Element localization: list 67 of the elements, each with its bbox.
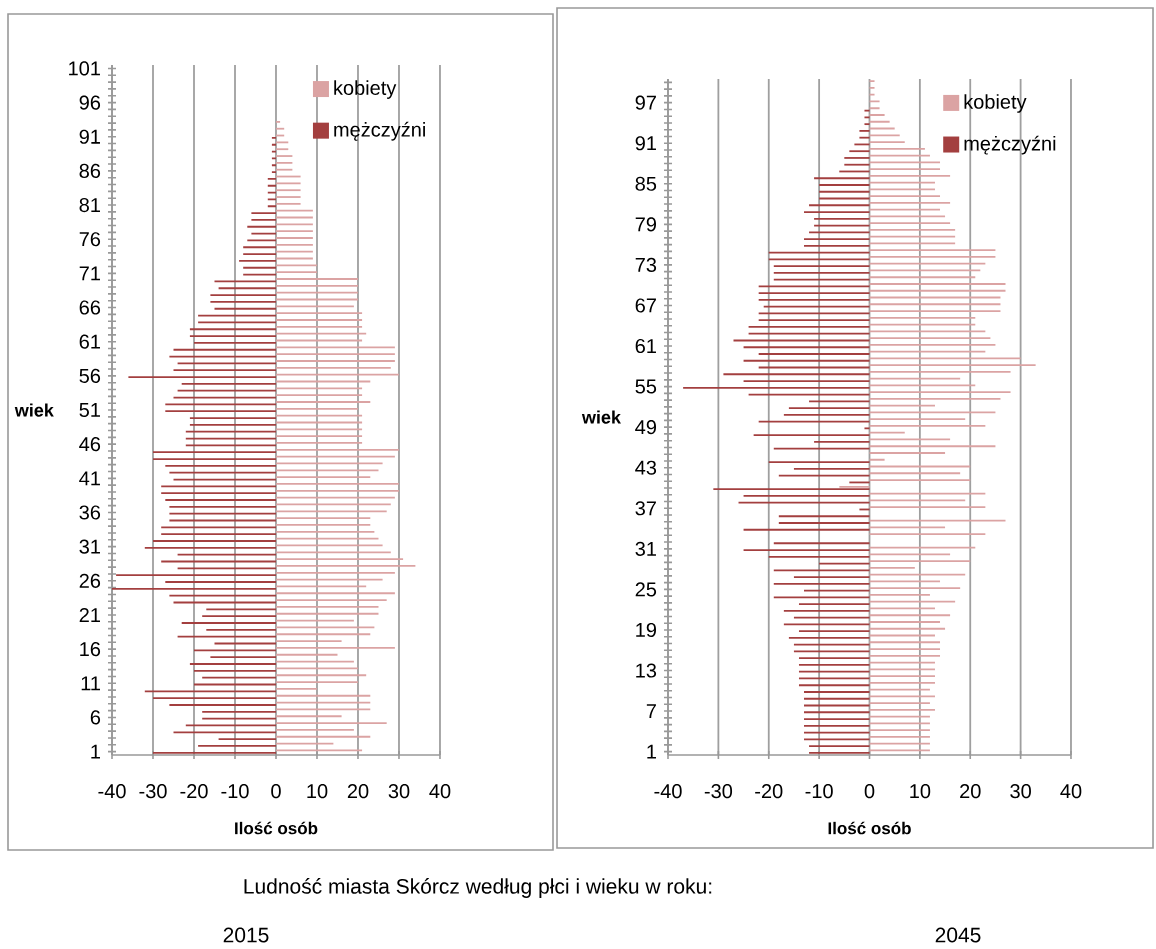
y-tick-label: 49 [635,420,657,435]
x-axis-title: Ilość osób [235,821,318,835]
x-tick-label: -20 [180,784,208,799]
y-tick-label: 55 [635,379,657,394]
y-tick-label: 1 [91,744,100,759]
y-tick-label: 1 [647,744,656,759]
y-tick-label: 85 [635,176,657,191]
x-tick-label: 40 [429,784,451,799]
y-tick-label: 46 [79,437,101,452]
y-tick-label: 41 [79,471,100,486]
y-tick-label: 101 [69,61,100,76]
y-tick-label: 31 [635,541,656,556]
y-tick-label: 7 [646,704,656,718]
y-tick-label: 43 [635,460,657,475]
x-tick-label: 20 [347,784,369,799]
y-tick-label: 25 [635,582,657,597]
y-tick-label: 26 [79,573,101,588]
x-tick-label: 30 [1010,784,1031,799]
y-tick-label: 96 [79,95,101,110]
y-tick-label: 13 [636,663,657,678]
x-tick-label: 20 [960,784,981,799]
x-axis-title: Ilość osób [828,821,911,835]
x-tick-label: 0 [271,784,281,799]
y-tick-label: 31 [79,539,100,554]
y-tick-label: 66 [79,300,101,315]
y-tick-label: 81 [79,197,100,213]
y-tick-label: 79 [635,217,657,232]
text: 2015 [223,927,269,943]
y-tick-label: 76 [79,232,101,247]
x-tick-label: -40 [654,784,682,799]
x-tick-label: -30 [704,784,733,799]
text: 2045 [935,927,981,943]
y-tick-label: 11 [81,676,100,691]
x-tick-label: -10 [221,784,249,799]
y-tick-label: 61 [79,334,100,349]
y-tick-label: 86 [79,163,101,178]
y-tick-label: 36 [79,505,101,520]
x-tick-label: -30 [139,784,167,799]
y-tick-label: 67 [635,298,656,313]
y-tick-label: 91 [635,136,656,151]
y-tick-label: 73 [635,257,657,272]
y-tick-label: 37 [635,501,656,516]
y-tick-label: 21 [79,607,100,622]
y-tick-label: 6 [90,710,101,725]
x-tick-label: 10 [307,784,328,799]
y-tick-label: 61 [635,338,656,354]
legend-label: mężczyźni [964,135,1056,155]
x-tick-label: 30 [388,784,410,799]
x-tick-label: -20 [755,784,783,799]
y-axis-title: wiek [581,410,621,424]
y-tick-label: 51 [79,403,100,417]
legend-label: kobiety [334,80,397,99]
y-tick-label: 91 [79,129,100,144]
y-tick-label: 16 [80,642,101,657]
legend-label: kobiety [964,94,1027,113]
y-tick-label: 56 [79,368,101,383]
y-tick-label: 97 [635,95,656,110]
x-tick-label: 0 [864,784,875,799]
text: Ludność miasta Skórcz według płci i wieku w roku: [244,878,712,898]
y-tick-label: 19 [636,622,657,638]
y-tick-label: 71 [79,266,100,281]
x-tick-label: 10 [910,784,931,799]
legend-label: mężczyźni [334,121,425,141]
x-tick-label: -10 [805,784,833,799]
x-tick-label: 40 [1060,784,1082,799]
y-axis-title: wiek [14,403,54,417]
x-tick-label: -40 [98,784,126,799]
